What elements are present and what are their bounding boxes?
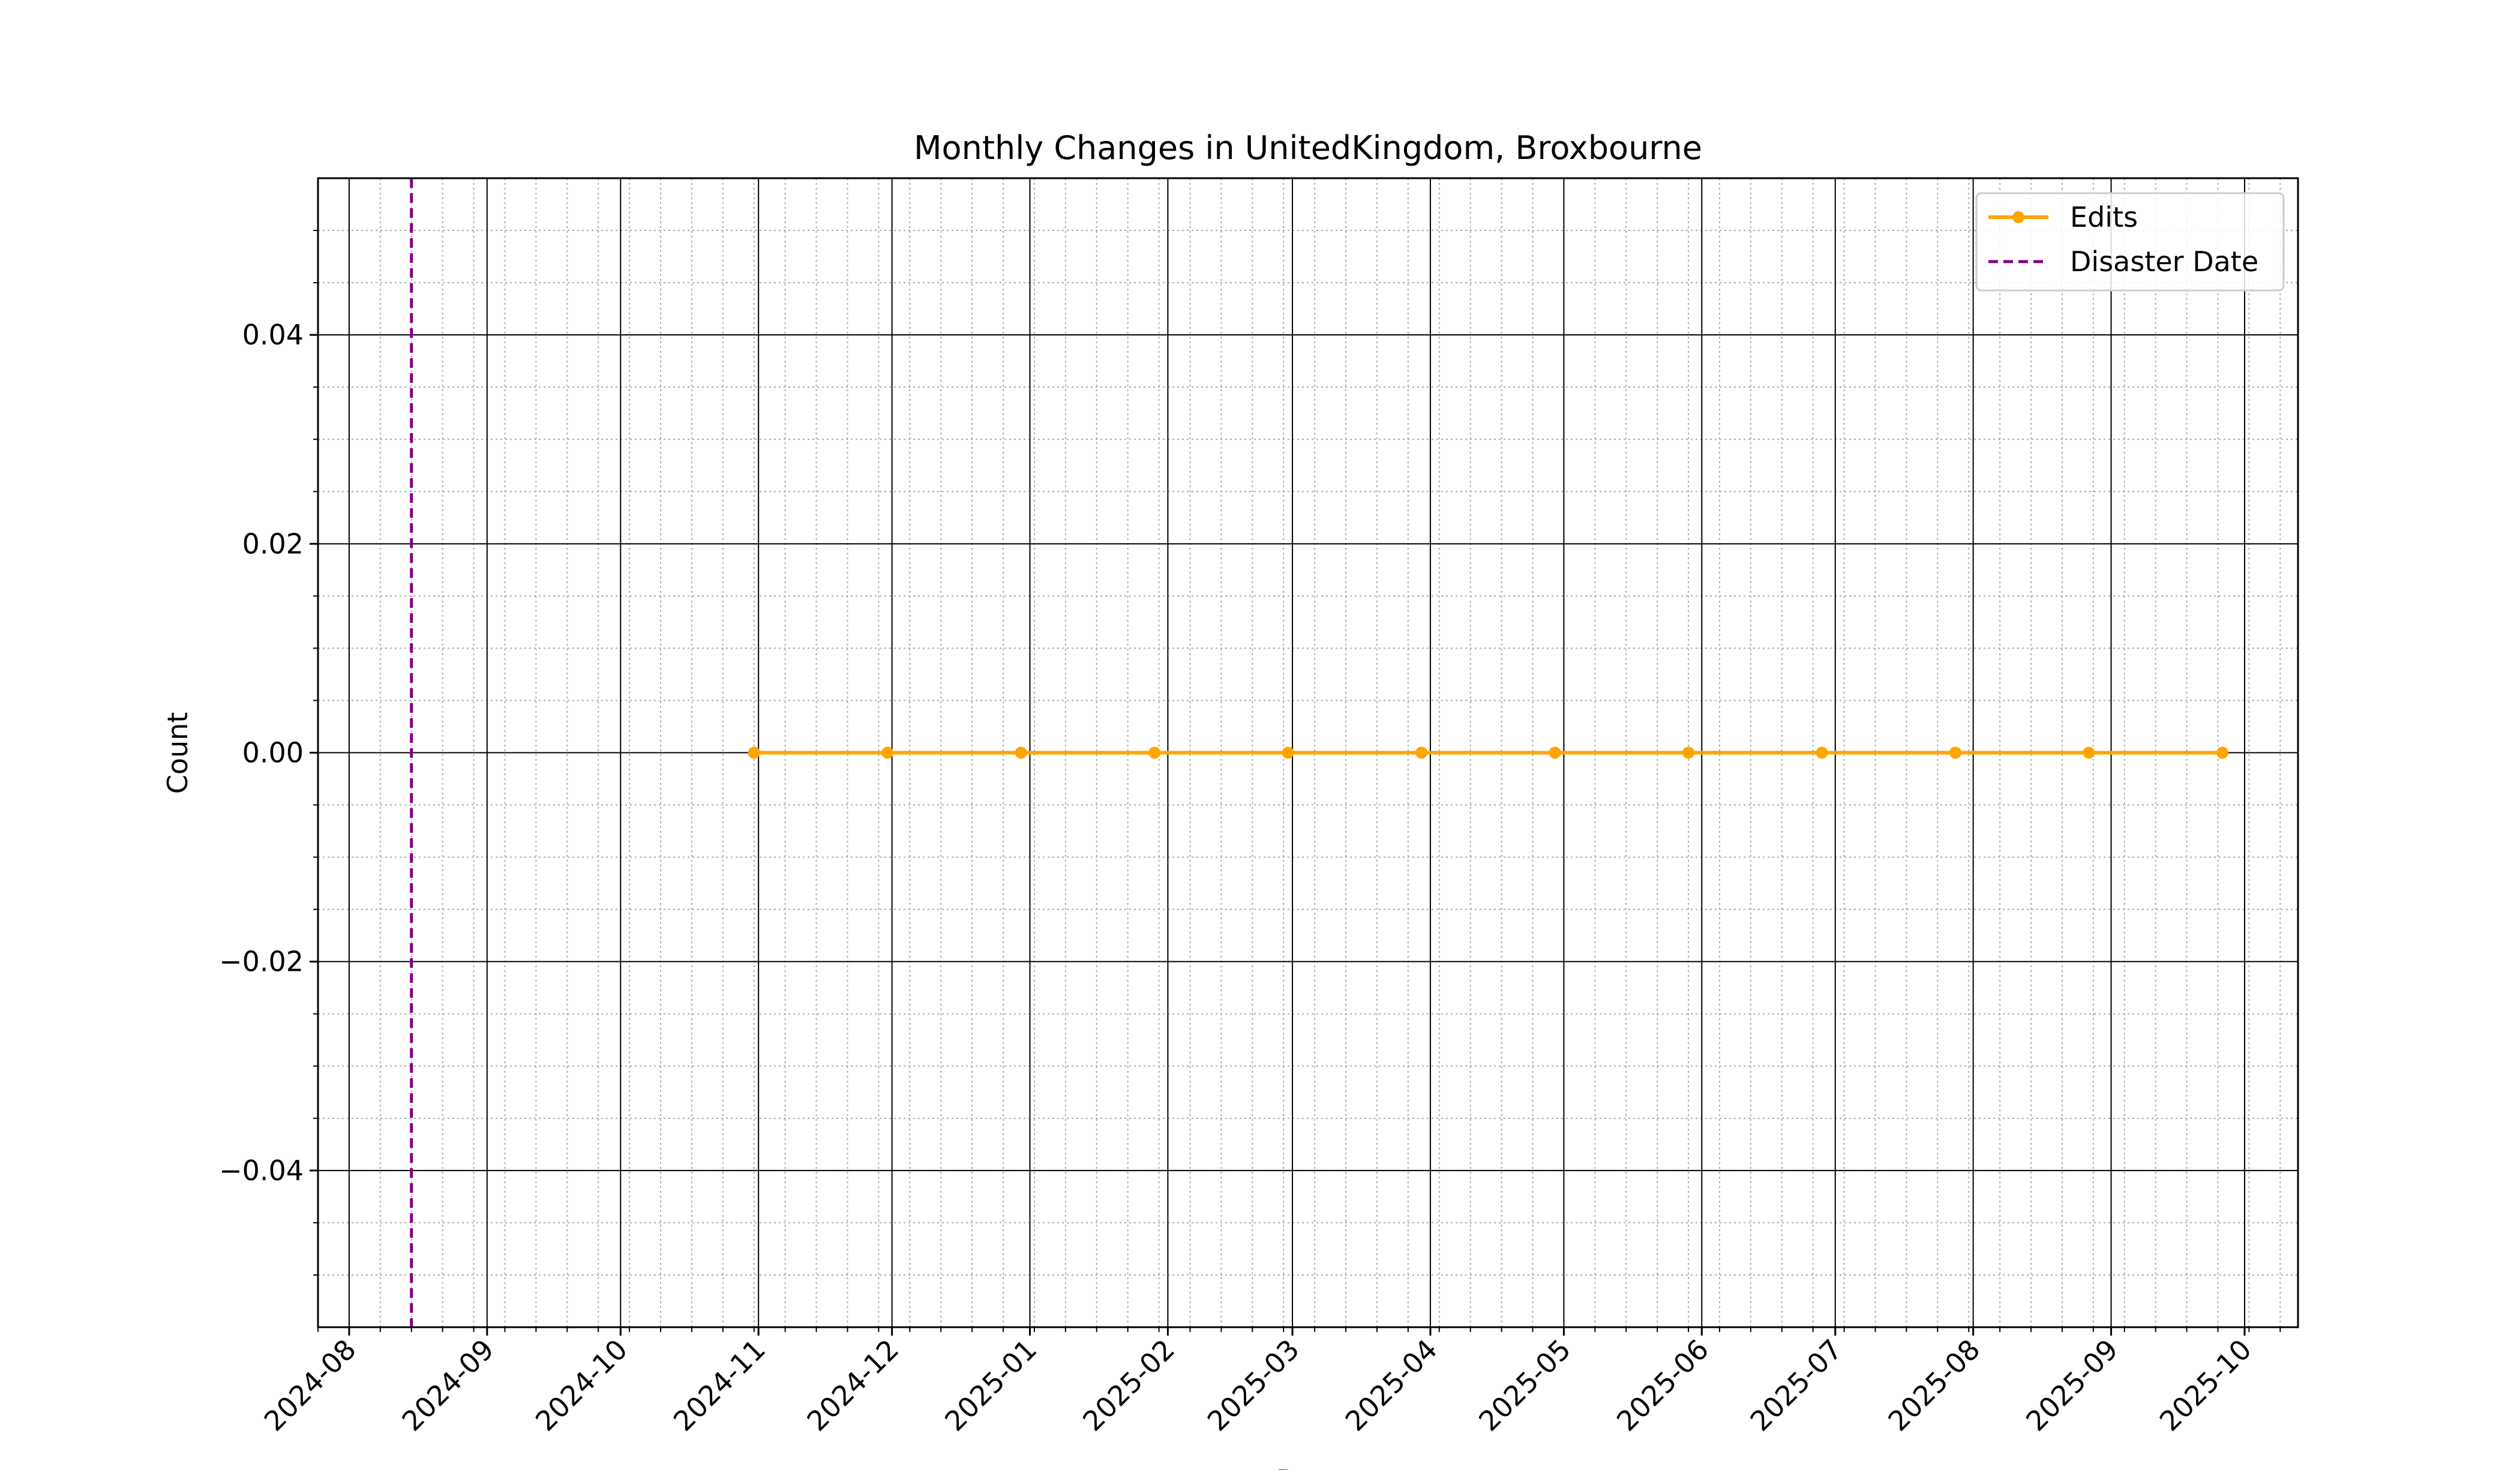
legend-disaster-label: Disaster Date <box>2070 245 2258 278</box>
edits-data-point <box>2216 746 2228 759</box>
series-layer <box>748 746 2228 759</box>
x-tick-label: 2025-04 <box>1339 1333 1444 1438</box>
edits-data-point <box>1282 746 1294 759</box>
y-tick-label: 0.02 <box>242 527 304 560</box>
x-tick-label: 2025-05 <box>1472 1333 1577 1438</box>
legend-edits-label: Edits <box>2070 201 2138 233</box>
edits-data-point <box>1549 746 1561 759</box>
edits-data-point <box>1148 746 1161 759</box>
edits-data-point <box>748 746 760 759</box>
x-tick-label: 2025-10 <box>2153 1333 2258 1438</box>
chart-title: Monthly Changes in UnitedKingdom, Broxbo… <box>914 129 1702 167</box>
edits-data-point <box>1816 746 1828 759</box>
legend-box <box>1975 192 2285 292</box>
edits-data-point <box>1949 746 1961 759</box>
x-tick-label: 2024-12 <box>800 1333 905 1438</box>
y-tick-label: 0.04 <box>242 319 304 351</box>
tick-layer: 2024-08 2024-09 2024-10 2024-11 2024-12 2025-… <box>219 230 2281 1438</box>
x-tick-label: 2024-09 <box>395 1333 500 1438</box>
y-tick-label: −0.04 <box>219 1154 304 1187</box>
edits-data-point <box>1415 746 1428 759</box>
edits-data-point <box>881 746 894 759</box>
x-tick-label: 2025-08 <box>1882 1333 1986 1438</box>
legend: Edits Disaster Date <box>1975 192 2285 292</box>
x-tick-label: 2025-03 <box>1201 1333 1306 1438</box>
x-tick-label: 2025-06 <box>1610 1333 1715 1438</box>
edits-data-point <box>2083 746 2095 759</box>
legend-edits-marker <box>2012 211 2024 223</box>
y-tick-label: −0.02 <box>219 946 304 978</box>
edits-data-point <box>1682 746 1695 759</box>
x-tick-label: 2024-08 <box>258 1333 362 1438</box>
x-tick-label: 2025-09 <box>2020 1333 2124 1438</box>
x-axis-label: Date <box>1276 1464 1342 1470</box>
y-tick-label: 0.00 <box>242 737 304 769</box>
y-axis-label: Count <box>161 712 194 794</box>
x-tick-label: 2025-01 <box>938 1333 1043 1438</box>
x-tick-label: 2024-10 <box>529 1333 634 1438</box>
x-tick-label: 2024-11 <box>667 1333 772 1438</box>
edits-data-point <box>1015 746 1027 759</box>
x-tick-label: 2025-07 <box>1744 1333 1848 1438</box>
x-tick-label: 2025-02 <box>1076 1333 1181 1438</box>
